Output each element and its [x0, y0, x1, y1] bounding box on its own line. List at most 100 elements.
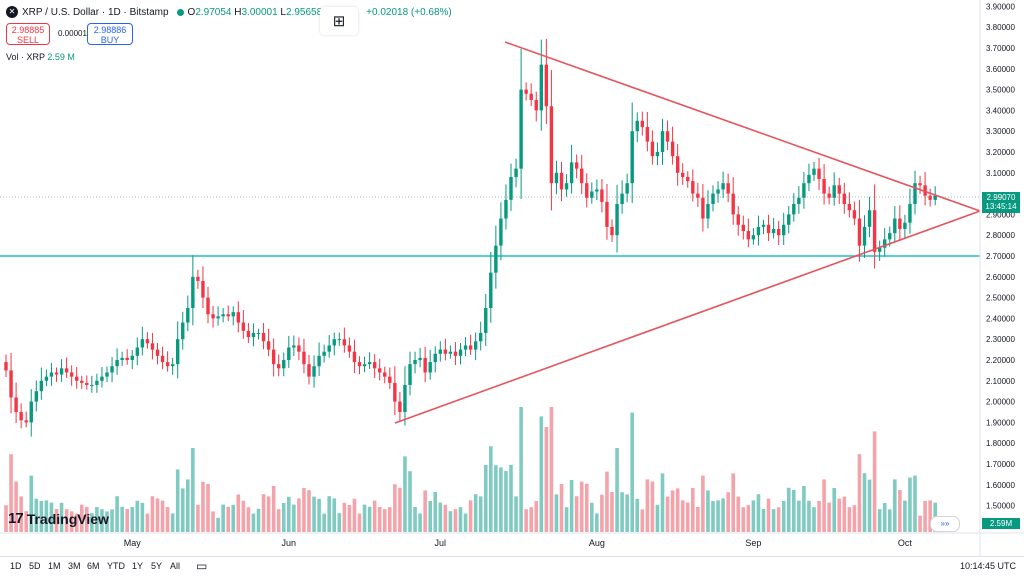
tradingview-logo[interactable]: 17 TradingView: [8, 510, 109, 527]
candle-body: [312, 366, 316, 377]
price-tick-label: 2.50000: [986, 294, 1015, 303]
volume-bar: [337, 513, 342, 532]
volume-bar: [781, 501, 786, 532]
candle-body: [372, 362, 377, 369]
volume-bar: [761, 509, 766, 532]
timeframe-ytd[interactable]: YTD: [107, 561, 125, 571]
candle-body: [64, 368, 69, 373]
candle-body: [706, 204, 710, 219]
volume-bar: [509, 464, 513, 532]
volume-bar: [115, 496, 119, 532]
volume-bar: [120, 506, 124, 532]
volume-bar: [302, 488, 306, 532]
price-chart[interactable]: 3.90000 3.80000 3.70000 3.60000 3.50000 3.400…: [0, 0, 1024, 556]
volume-bar: [519, 407, 523, 532]
volume-bar: [610, 492, 614, 532]
candle-body: [85, 382, 89, 385]
candle-body: [383, 372, 387, 377]
upper-trendline[interactable]: [504, 41, 981, 212]
volume-bar: [140, 503, 145, 532]
candle-body: [211, 314, 215, 319]
current-price-tag: 2.99070 13:45:14: [982, 192, 1020, 213]
volume-bar: [701, 475, 705, 532]
volume-bar: [887, 509, 892, 532]
volume-bar: [908, 477, 912, 532]
candle-body: [534, 100, 538, 111]
buy-button[interactable]: 2.98886 BUY: [87, 23, 133, 45]
timeframe-1m[interactable]: 1M: [48, 561, 61, 571]
candle-body: [367, 362, 372, 365]
volume-bar: [49, 502, 54, 532]
volume-bar: [685, 502, 690, 532]
price-tick-label: 3.60000: [986, 65, 1015, 74]
price-axis[interactable]: 3.90000 3.80000 3.70000 3.60000 3.50000 3.400…: [986, 2, 1015, 510]
price-tick-label: 3.40000: [986, 106, 1015, 115]
volume-bar: [802, 486, 806, 532]
volume-bar: [832, 488, 836, 532]
utc-clock[interactable]: 10:14:45 UTC: [959, 561, 1016, 571]
volume-bar: [428, 501, 432, 532]
volume-bar: [155, 498, 160, 532]
volume-bar: [584, 483, 589, 532]
candle-body: [862, 226, 867, 246]
go-to-realtime-button[interactable]: »»: [930, 516, 960, 532]
candlesticks: [4, 38, 937, 437]
timeframe-1y[interactable]: 1Y: [132, 561, 144, 571]
candle-body: [221, 314, 225, 317]
lower-trendline[interactable]: [394, 210, 981, 424]
timeframe-all[interactable]: All: [170, 561, 181, 571]
candle-body: [191, 276, 195, 308]
volume-bar: [463, 513, 468, 532]
timeframe-6m[interactable]: 6M: [87, 561, 100, 571]
volume-bar: [771, 509, 776, 532]
time-axis-label: May: [123, 538, 141, 548]
candle-body: [630, 131, 634, 184]
timeframe-5d[interactable]: 5D: [29, 561, 41, 571]
candle-body: [388, 376, 392, 383]
volume-bar: [312, 496, 316, 532]
volume-legend[interactable]: Vol · XRP 2.59 M: [6, 52, 75, 62]
volume-bar: [276, 509, 281, 532]
volume-bar: [756, 494, 761, 532]
candle-body: [564, 183, 569, 190]
candle-body: [893, 218, 897, 234]
volume-bar: [620, 492, 624, 532]
volume-bar: [29, 475, 34, 532]
calendar-range-icon[interactable]: ▭: [196, 559, 208, 573]
volume-bar: [236, 494, 241, 532]
candle-body: [292, 345, 296, 348]
candle-body: [226, 314, 230, 317]
volume-bar: [34, 498, 39, 532]
volume-bar: [317, 498, 321, 532]
timeframe-3m[interactable]: 3M: [68, 561, 81, 571]
volume-bar: [822, 479, 826, 532]
candle-body: [423, 357, 427, 373]
candle-body: [463, 345, 468, 350]
candle-body: [9, 370, 13, 398]
candle-body: [19, 412, 23, 421]
volume-bar: [544, 427, 549, 532]
candle-body: [797, 197, 801, 204]
candle-body: [711, 193, 715, 204]
volume-bar: [615, 448, 619, 532]
candle-body: [317, 355, 321, 367]
volume-bar: [928, 500, 932, 532]
candle-body: [580, 168, 584, 184]
volume-bar: [408, 471, 412, 532]
candle-body: [347, 345, 352, 352]
symbol-title[interactable]: XRP / U.S. Dollar · 1D · Bitstamp: [22, 6, 169, 18]
candle-body: [771, 228, 776, 234]
object-tree-button[interactable]: ⊞: [320, 7, 358, 35]
time-axis-label: Sep: [745, 538, 762, 548]
timeframe-5y[interactable]: 5Y: [151, 561, 163, 571]
candle-body: [24, 420, 28, 423]
candle-body: [251, 332, 256, 338]
volume-bar: [559, 484, 564, 532]
volume-bar: [196, 504, 200, 532]
price-tick-label: 2.90000: [986, 210, 1015, 219]
sell-button[interactable]: 2.98885 SELL: [6, 23, 50, 45]
candle-body: [307, 364, 311, 377]
volume-bar: [473, 494, 478, 532]
timeframe-1d[interactable]: 1D: [10, 561, 22, 571]
